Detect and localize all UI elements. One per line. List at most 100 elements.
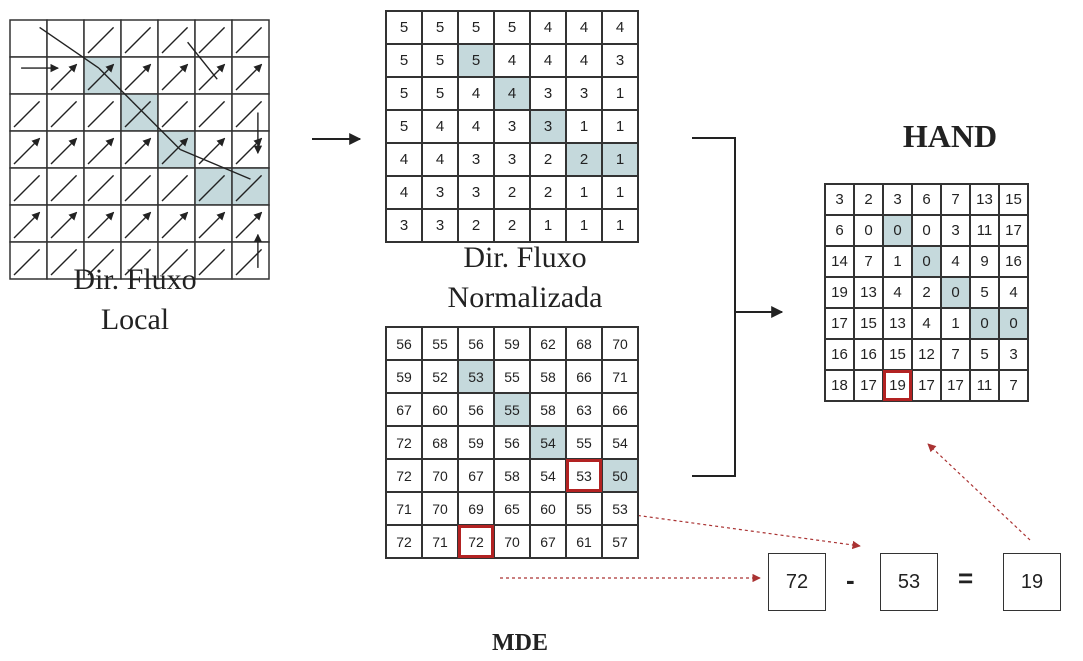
grid-cell: 4 [998, 276, 1029, 309]
grid-cell: 0 [911, 214, 942, 247]
grid-cell: 3 [998, 338, 1029, 371]
normalized-label: Dir. Fluxo Normalizada [447, 241, 603, 314]
grid-row: 14 7 1 0 4 9 16 [824, 245, 1029, 278]
grid-cell: 5 [421, 43, 459, 78]
grid-cell: 5 [493, 10, 531, 45]
grid-cell: 1 [565, 175, 603, 210]
grid-row: 18 17 19 17 17 11 7 [824, 369, 1029, 402]
grid-cell: 66 [601, 392, 639, 427]
grid-cell: 72 [385, 425, 423, 460]
grid-row: 71 70 69 65 60 55 53 [385, 491, 639, 526]
grid-cell: 67 [385, 392, 423, 427]
grid-cell: 3 [824, 183, 855, 216]
grid-cell: 2 [565, 142, 603, 177]
grid-cell: 4 [529, 10, 567, 45]
equation-box-b: 53 [880, 553, 938, 611]
grid-cell: 4 [493, 43, 531, 78]
flow-arrow [124, 26, 152, 54]
hand-grid: 3 2 3 6 7 13 15 6 0 0 0 3 11 17 14 7 1 0 4 9 16 19 13 4 2 0 5 4 17 15… [824, 183, 1029, 402]
flow-arrow [124, 248, 152, 276]
grid-cell: 11 [969, 369, 1000, 402]
grid-cell: 3 [529, 109, 567, 144]
grid-cell: 65 [493, 491, 531, 526]
flow-arrow [50, 100, 78, 128]
grid-cell: 1 [529, 208, 567, 243]
grid-cell: 57 [601, 524, 639, 559]
flow-arrow [161, 63, 189, 91]
flow-arrow [50, 248, 78, 276]
grid-cell: 17 [824, 307, 855, 340]
flow-arrow [187, 41, 218, 80]
grid-cell: 4 [457, 109, 495, 144]
flow-arrow [50, 174, 78, 202]
grid-cell: 3 [529, 76, 567, 111]
flow-arrow [198, 248, 226, 276]
flow-arrow [161, 100, 189, 128]
grid-cell: 72 [385, 458, 423, 493]
dashed-arrow-53 [619, 512, 861, 550]
flow-arrow [198, 211, 226, 239]
flow-arrow [87, 248, 115, 276]
grid-cell: 1 [565, 208, 603, 243]
flow-arrow [13, 174, 41, 202]
flow-arrow [13, 100, 41, 128]
flow-arrow [13, 248, 41, 276]
grid-cell: 54 [529, 458, 567, 493]
merge-bracket [692, 137, 736, 477]
flow-arrow [161, 137, 189, 165]
grid-cell: 13 [853, 276, 884, 309]
grid-cell: 59 [385, 359, 423, 394]
grid-cell: 56 [493, 425, 531, 460]
grid-cell: 3 [493, 142, 531, 177]
flow-arrow [179, 148, 251, 180]
minus-sign: - [846, 565, 855, 595]
local-grid-cell [46, 19, 85, 58]
grid-cell: 1 [565, 109, 603, 144]
grid-cell: 2 [529, 175, 567, 210]
grid-cell: 5 [457, 10, 495, 45]
grid-cell: 60 [529, 491, 567, 526]
equation-box-result: 19 [1003, 553, 1061, 611]
grid-cell: 55 [493, 359, 531, 394]
grid-cell: 61 [565, 524, 603, 559]
flow-arrow [161, 248, 189, 276]
grid-cell: 4 [493, 76, 531, 111]
grid-cell: 2 [529, 142, 567, 177]
grid-cell: 7 [853, 245, 884, 278]
grid-cell: 5 [421, 76, 459, 111]
grid-cell: 67 [529, 524, 567, 559]
grid-cell: 70 [493, 524, 531, 559]
grid-cell: 56 [385, 326, 423, 361]
equation-box-a: 72 [768, 553, 826, 611]
mde-grid: 56 55 56 59 62 68 70 59 52 53 55 58 66 71 67 60 56 55 58 63… [385, 326, 639, 559]
grid-cell: 7 [940, 183, 971, 216]
flow-arrow [124, 63, 152, 91]
grid-cell: 17 [998, 214, 1029, 247]
grid-cell: 56 [457, 392, 495, 427]
grid-cell: 4 [457, 76, 495, 111]
grid-cell: 53 [565, 458, 603, 493]
local-label: Dir. Fluxo Local [73, 263, 197, 336]
grid-cell: 50 [601, 458, 639, 493]
grid-cell: 0 [940, 276, 971, 309]
grid-cell: 2 [911, 276, 942, 309]
grid-cell: 5 [969, 338, 1000, 371]
grid-cell: 5 [421, 10, 459, 45]
grid-cell: 4 [385, 142, 423, 177]
grid-cell: 16 [998, 245, 1029, 278]
grid-cell: 59 [493, 326, 531, 361]
grid-cell: 2 [853, 183, 884, 216]
grid-row: 72 71 72 70 67 61 57 [385, 524, 639, 559]
local-grid-cell [9, 19, 48, 58]
grid-cell: 56 [457, 326, 495, 361]
grid-cell: 17 [853, 369, 884, 402]
grid-cell: 55 [493, 392, 531, 427]
grid-cell: 67 [457, 458, 495, 493]
flow-arrow [124, 137, 152, 165]
grid-cell: 4 [565, 10, 603, 45]
grid-cell: 3 [601, 43, 639, 78]
flow-arrow [198, 63, 226, 91]
grid-cell: 4 [385, 175, 423, 210]
